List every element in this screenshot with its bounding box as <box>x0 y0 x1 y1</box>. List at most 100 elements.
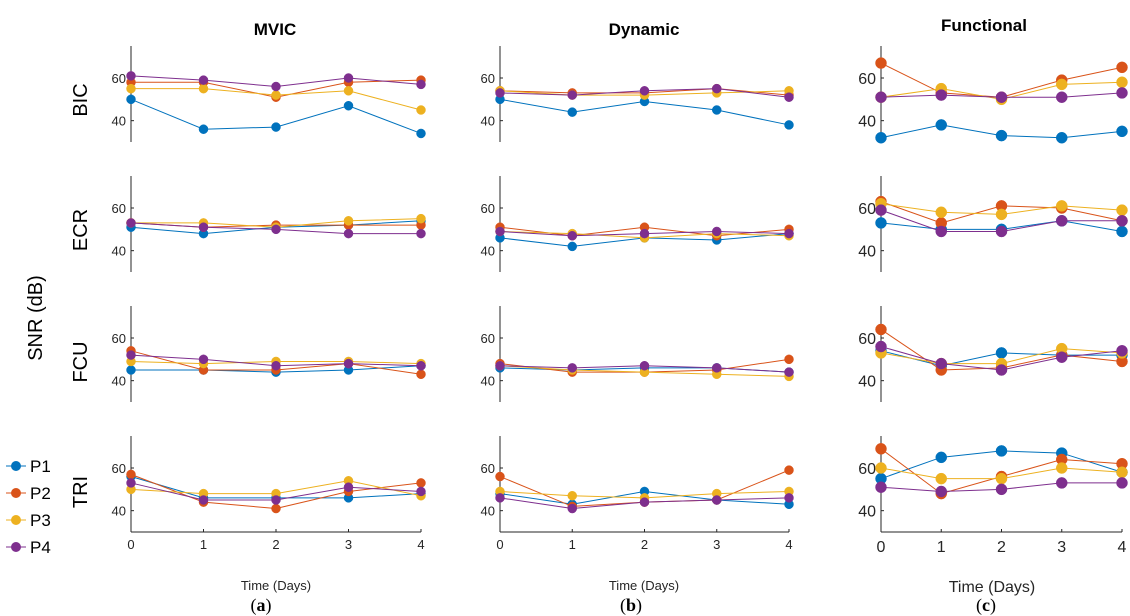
data-point-mvic-bic-p4-3 <box>343 73 354 83</box>
data-point-mvic-tri-p4-2 <box>271 495 281 505</box>
y-tick-label-mvic-bic-60: 60 <box>112 71 126 86</box>
data-point-dynamic-tri-p2-0 <box>495 471 505 482</box>
x-axis-label-dynamic: Time (Days) <box>609 578 679 593</box>
data-point-functional-ecr-p1-0 <box>875 217 887 229</box>
y-tick-label-mvic-bic-40: 40 <box>112 114 126 129</box>
data-point-dynamic-bic-p4-1 <box>567 90 577 100</box>
data-point-dynamic-tri-p4-3 <box>712 495 722 505</box>
data-point-mvic-fcu-p2-4 <box>416 369 426 380</box>
panel-tag-c: (c) <box>976 595 996 616</box>
data-point-mvic-bic-p4-2 <box>271 81 281 92</box>
y-tick-label-functional-tri-40: 40 <box>858 504 876 521</box>
data-point-functional-bic-p4-4 <box>1116 87 1128 99</box>
data-point-functional-bic-p1-3 <box>1056 131 1068 144</box>
legend-marker-p1 <box>11 461 21 471</box>
data-point-functional-bic-p3-4 <box>1116 76 1128 89</box>
y-tick-label-functional-ecr-40: 40 <box>858 244 876 261</box>
x-tick-label-functional-tri-0: 0 <box>877 539 886 556</box>
legend-label-p1: P1 <box>30 457 51 476</box>
data-point-functional-bic-p4-2 <box>995 91 1008 103</box>
y-tick-label-functional-bic-60: 60 <box>858 71 876 88</box>
data-point-dynamic-bic-p4-4 <box>784 92 794 102</box>
data-point-mvic-tri-p2-2 <box>271 503 281 514</box>
data-point-mvic-ecr-p4-3 <box>343 228 354 239</box>
x-tick-label-mvic-tri-2: 2 <box>272 537 279 552</box>
y-tick-label-mvic-tri-60: 60 <box>112 461 126 476</box>
data-point-mvic-bic-p4-0 <box>126 71 136 81</box>
column-title-mvic: MVIC <box>254 20 297 39</box>
data-point-functional-ecr-p3-2 <box>995 208 1008 221</box>
data-point-functional-tri-p4-0 <box>875 481 887 493</box>
y-tick-label-dynamic-bic-60: 60 <box>481 71 495 86</box>
data-point-mvic-bic-p1-2 <box>271 122 281 132</box>
data-point-dynamic-fcu-p4-1 <box>567 363 577 373</box>
data-point-dynamic-bic-p1-1 <box>567 107 577 117</box>
data-point-mvic-ecr-p4-2 <box>271 224 281 235</box>
panel-dynamic-ecr: 40 60 <box>481 176 794 272</box>
data-point-dynamic-ecr-p4-2 <box>639 228 650 239</box>
data-point-functional-bic-p1-1 <box>935 119 947 131</box>
data-point-mvic-ecr-p4-4 <box>416 228 426 239</box>
data-point-dynamic-fcu-p4-2 <box>639 360 650 371</box>
x-axis-label-functional: Time (Days) <box>949 579 1036 596</box>
legend-label-p4: P4 <box>30 538 51 557</box>
data-point-dynamic-fcu-p4-3 <box>712 363 722 373</box>
x-axis-label-mvic: Time (Days) <box>241 578 311 593</box>
y-tick-label-functional-fcu-40: 40 <box>858 374 876 391</box>
data-point-mvic-fcu-p4-2 <box>271 360 281 371</box>
data-point-mvic-bic-p3-2 <box>271 90 281 100</box>
panel-mvic-tri: 40 60 0 1 2 3 4 <box>112 436 426 552</box>
y-tick-label-dynamic-ecr-40: 40 <box>481 244 495 259</box>
data-point-mvic-ecr-p3-4 <box>416 213 426 224</box>
data-point-mvic-tri-p2-0 <box>126 469 136 480</box>
data-point-functional-ecr-p3-3 <box>1056 200 1068 212</box>
data-point-functional-tri-p1-1 <box>935 451 947 464</box>
data-point-mvic-ecr-p4-0 <box>126 218 136 228</box>
data-point-functional-bic-p2-4 <box>1116 61 1128 74</box>
data-point-dynamic-fcu-p4-0 <box>495 360 505 371</box>
y-tick-label-mvic-ecr-40: 40 <box>112 244 126 259</box>
panel-tag-b: (b) <box>620 595 642 616</box>
data-point-mvic-bic-p1-1 <box>198 124 209 134</box>
data-point-mvic-tri-p2-4 <box>416 478 426 488</box>
data-point-dynamic-tri-p4-1 <box>567 503 577 514</box>
data-point-mvic-fcu-p1-0 <box>126 365 136 375</box>
legend: P1 P2 P3 P4 <box>6 457 51 557</box>
y-tick-label-functional-bic-40: 40 <box>858 114 876 131</box>
data-point-functional-tri-p3-1 <box>935 472 947 485</box>
row-label-bic: BIC <box>70 83 92 116</box>
data-point-functional-bic-p4-1 <box>935 89 947 101</box>
column-title-functional: Functional <box>941 16 1027 35</box>
row-label-fcu: FCU <box>70 341 92 382</box>
data-point-functional-bic-p4-0 <box>875 91 887 103</box>
x-tick-label-dynamic-tri-4: 4 <box>785 537 792 552</box>
data-point-dynamic-bic-p1-4 <box>784 120 794 130</box>
data-point-functional-fcu-p4-2 <box>995 364 1008 376</box>
data-point-mvic-bic-p1-4 <box>416 128 426 139</box>
y-tick-label-functional-fcu-60: 60 <box>858 331 876 348</box>
data-point-functional-tri-p3-2 <box>995 472 1008 485</box>
data-point-functional-ecr-p3-1 <box>935 206 947 219</box>
data-point-mvic-fcu-p4-4 <box>416 360 426 371</box>
data-point-functional-ecr-p4-2 <box>995 225 1008 238</box>
x-tick-label-mvic-tri-4: 4 <box>417 537 424 552</box>
row-label-ecr: ECR <box>70 209 92 251</box>
legend-label-p2: P2 <box>30 484 51 503</box>
data-point-mvic-fcu-p4-1 <box>198 354 209 365</box>
data-point-functional-ecr-p4-3 <box>1056 215 1068 227</box>
data-point-mvic-tri-p4-3 <box>343 482 354 492</box>
data-point-mvic-fcu-p4-0 <box>126 350 136 360</box>
data-point-dynamic-fcu-p2-4 <box>784 354 794 365</box>
data-point-dynamic-tri-p4-4 <box>784 493 794 503</box>
data-point-mvic-bic-p1-3 <box>343 100 354 111</box>
data-point-functional-fcu-p4-3 <box>1056 351 1068 363</box>
data-point-mvic-tri-p4-1 <box>198 495 209 505</box>
data-point-dynamic-tri-p4-2 <box>639 497 650 507</box>
x-tick-label-functional-tri-4: 4 <box>1118 539 1127 556</box>
row-label-tri: TRI <box>70 476 92 508</box>
data-point-functional-bic-p1-0 <box>875 131 887 144</box>
data-point-functional-bic-p4-3 <box>1056 91 1068 103</box>
y-tick-label-mvic-fcu-60: 60 <box>112 331 126 346</box>
y-tick-label-mvic-ecr-60: 60 <box>112 201 126 216</box>
data-point-functional-ecr-p4-1 <box>935 225 947 238</box>
